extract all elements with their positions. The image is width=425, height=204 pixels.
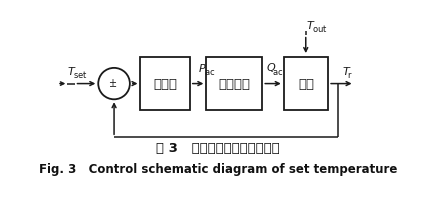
Text: $\mathit{P}$: $\mathit{P}$ bbox=[198, 61, 207, 73]
Text: $\mathrm{ac}$: $\mathrm{ac}$ bbox=[272, 67, 283, 76]
Text: $\mathrm{ac}$: $\mathrm{ac}$ bbox=[204, 67, 215, 76]
Text: $\mathit{T}$: $\mathit{T}$ bbox=[342, 64, 351, 76]
Bar bbox=[206, 58, 262, 111]
Bar bbox=[284, 58, 328, 111]
Ellipse shape bbox=[98, 69, 130, 100]
Text: $\mathrm{out}$: $\mathrm{out}$ bbox=[312, 23, 327, 34]
Text: $\mathit{Q}$: $\mathit{Q}$ bbox=[266, 60, 276, 73]
Text: $\mathrm{set}$: $\mathrm{set}$ bbox=[73, 69, 87, 79]
Text: $\mathit{T}$: $\mathit{T}$ bbox=[306, 19, 316, 31]
Text: Fig. 3   Control schematic diagram of set temperature: Fig. 3 Control schematic diagram of set … bbox=[39, 162, 397, 175]
Text: −: − bbox=[109, 82, 117, 92]
Text: 控制器: 控制器 bbox=[153, 78, 177, 91]
Text: $\mathrm{r}$: $\mathrm{r}$ bbox=[347, 70, 353, 79]
Text: 制冷系统: 制冷系统 bbox=[218, 78, 250, 91]
Text: $\mathit{T}$: $\mathit{T}$ bbox=[67, 64, 76, 76]
Bar bbox=[140, 58, 190, 111]
Text: +: + bbox=[108, 77, 116, 87]
Text: 图 3   调节设定温度控制原理图: 图 3 调节设定温度控制原理图 bbox=[156, 141, 280, 154]
Text: 建筑: 建筑 bbox=[298, 78, 314, 91]
